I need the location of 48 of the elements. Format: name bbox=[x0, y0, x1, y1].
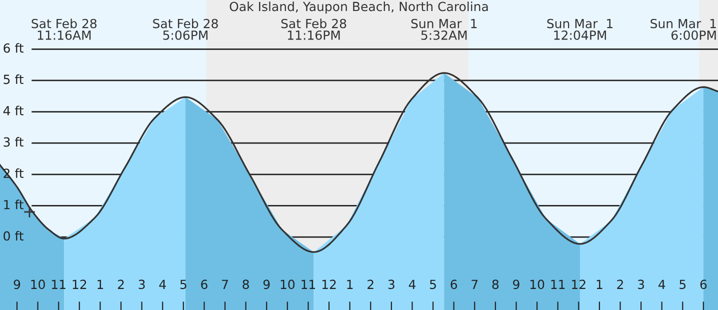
x-tick-label: 11 bbox=[302, 280, 316, 289]
y-tick-label: 4 ft bbox=[3, 106, 24, 116]
x-tick-label: 1 bbox=[596, 280, 602, 289]
x-tick-label: 6 bbox=[700, 280, 707, 290]
x-tick-label: 10 bbox=[31, 280, 45, 290]
x-tick-label: 3 bbox=[138, 280, 145, 290]
x-tick-label: 10 bbox=[530, 280, 544, 290]
x-tick-label: 6 bbox=[201, 280, 208, 290]
x-tick-label: 2 bbox=[368, 280, 374, 289]
annotation: Sat Feb 28 11:16AM bbox=[32, 18, 97, 40]
x-tick-label: 3 bbox=[388, 280, 394, 290]
annotation: Sun Mar 1 6:00PM bbox=[650, 18, 716, 40]
x-tick-label: 9 bbox=[263, 280, 270, 290]
x-tick-label: 12 bbox=[322, 280, 336, 289]
annotation: Sat Feb 28 5:06PM bbox=[153, 18, 218, 40]
y-tick-label: 5 ft bbox=[4, 74, 24, 84]
x-tick-label: 1 bbox=[347, 280, 353, 289]
x-tick-label: 4 bbox=[159, 280, 166, 289]
x-tick-label: 11 bbox=[551, 280, 565, 289]
annotation: Sat Feb 28 11:16PM bbox=[281, 18, 346, 40]
annotation: Sun Mar 1 12:04PM bbox=[547, 18, 612, 40]
x-tick-label: 4 bbox=[658, 280, 666, 289]
x-tick-label: 3 bbox=[638, 280, 644, 290]
x-tick-label: 5 bbox=[430, 280, 436, 290]
x-tick-label: 4 bbox=[408, 280, 416, 289]
x-tick-label: 8 bbox=[492, 280, 499, 290]
y-tick-label: 3 ft bbox=[4, 137, 24, 147]
annotation: Sun Mar 1 5:32AM bbox=[411, 18, 477, 40]
x-tick-label: 2 bbox=[118, 280, 124, 289]
y-tick-label: 0 ft bbox=[4, 230, 24, 241]
y-tick-label: 1 ft bbox=[4, 200, 24, 210]
x-tick-label: 10 bbox=[280, 280, 295, 290]
x-tick-label: 5 bbox=[180, 280, 186, 290]
x-tick-label: 11 bbox=[52, 280, 66, 289]
x-tick-label: 9 bbox=[513, 280, 520, 290]
x-tick-label: 7 bbox=[222, 280, 228, 289]
x-tick-label: 1 bbox=[98, 280, 104, 289]
x-tick-label: 12 bbox=[572, 280, 586, 289]
x-tick-label: 12 bbox=[72, 280, 86, 289]
x-tick-label: 2 bbox=[617, 280, 623, 289]
chart-title: Oak Island, Yaupon Beach, North Carolina bbox=[230, 2, 488, 14]
y-tick-label: 2 ft bbox=[4, 168, 24, 178]
x-tick-label: 9 bbox=[14, 280, 20, 290]
y-tick-label: 6 ft bbox=[4, 43, 24, 53]
x-tick-label: 7 bbox=[472, 280, 478, 289]
x-tick-label: 6 bbox=[450, 280, 458, 290]
x-tick-label: 8 bbox=[242, 280, 249, 290]
x-tick-label: 5 bbox=[680, 280, 686, 290]
